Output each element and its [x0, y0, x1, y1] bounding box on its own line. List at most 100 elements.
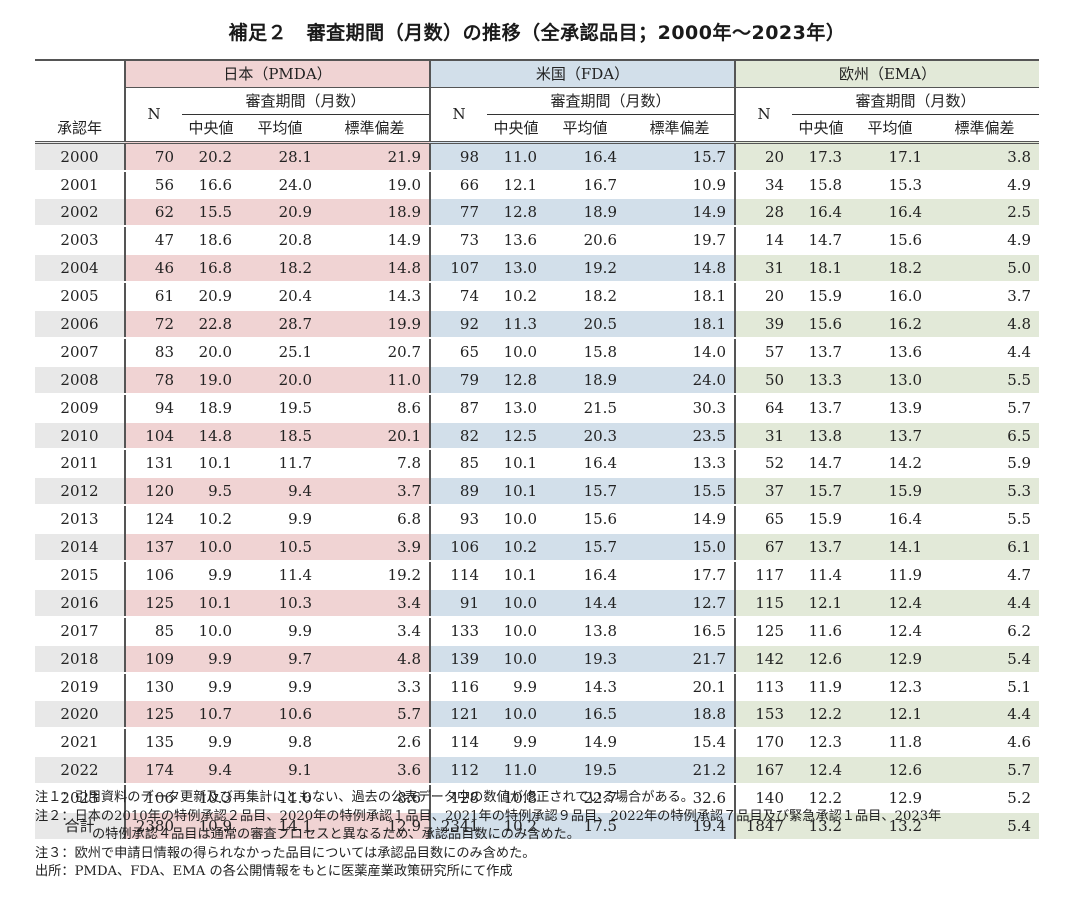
median-cell-japan: 10.7: [182, 699, 240, 730]
n-cell-us: 74: [429, 282, 487, 311]
median-cell-eu: 13.3: [792, 364, 851, 395]
sd-cell-eu: 3.7: [1007, 287, 1032, 306]
sd-cell-eu: 4.9: [1007, 175, 1032, 194]
table-row: 2007 83 20.0 25.1 20.7 65 10.0 15.8 14.0 57 13.7 13…: [35, 337, 1039, 366]
period-header-eu: 審査期間（月数）: [792, 86, 1040, 115]
sd-cell-us: 21.7: [625, 643, 736, 674]
median-cell-japan: 9.9: [182, 643, 240, 674]
year-cell: 2020: [35, 699, 125, 730]
mean-cell-eu: 15.9: [850, 476, 931, 507]
median-cell-us: 10.1: [487, 476, 545, 507]
year-cell: 2008: [35, 364, 125, 395]
n-cell-eu: 170: [734, 728, 793, 757]
n-cell-eu: 31: [734, 420, 793, 451]
median-cell-eu: 13.7: [808, 342, 843, 361]
median-cell-japan: 16.8: [182, 253, 240, 284]
mean-cell-us: 16.4: [583, 454, 617, 473]
page-title: 補足２ 審査期間（月数）の推移（全承認品目；2000年～2023年）: [228, 22, 846, 44]
median-cell-eu: 12.4: [792, 755, 851, 786]
year-cell: 2012: [35, 476, 125, 507]
mean-cell-eu: 16.0: [888, 287, 923, 306]
n-cell-us: 91: [429, 587, 487, 618]
n-cell-japan: 47: [124, 226, 182, 255]
review-period-table: 承認年 日本（PMDA） 米国（FDA） 欧州（EMA） N 審査期間（月数） …: [35, 58, 1040, 841]
year-cell: 2013: [60, 510, 99, 529]
n-cell-japan: 62: [124, 197, 182, 228]
mean-cell-japan: 11.7: [278, 454, 312, 473]
sd-cell-us: 12.7: [625, 587, 736, 618]
sd-cell-eu: 4.4: [1007, 342, 1032, 361]
n-cell-japan: 135: [124, 728, 182, 757]
table-row: 2013 124 10.2 9.9 6.8 93 10.0 15.6 14.9 65 15.9 16.…: [35, 505, 1039, 534]
median-cell-japan: 10.0: [182, 532, 240, 563]
sd-cell-eu: 5.5: [1007, 510, 1032, 529]
n-cell-eu: 52: [734, 449, 793, 478]
year-cell: 2011: [60, 454, 99, 473]
median-cell-eu: 14.7: [808, 231, 843, 250]
n-cell-us: 114: [429, 728, 487, 757]
sd-cell-japan: 3.3: [397, 677, 421, 696]
sd-cell-japan: 5.7: [320, 699, 430, 730]
median-cell-eu: 12.1: [792, 587, 851, 618]
mean-cell-us: 16.5: [545, 699, 625, 730]
mean-cell-eu: 13.0: [850, 364, 931, 395]
sd-cell-us: 17.7: [692, 565, 727, 584]
sd-cell-us: 21.2: [625, 755, 736, 786]
mean-cell-japan: 20.0: [240, 364, 320, 395]
mean-cell-eu: 13.6: [888, 342, 923, 361]
mean-cell-eu: 16.4: [850, 197, 931, 228]
median-cell-eu: 13.2: [792, 811, 851, 841]
mean-cell-us: 19.3: [545, 643, 625, 674]
median-cell-japan: 9.4: [182, 755, 240, 786]
median-cell-japan: 18.6: [198, 231, 232, 250]
median-cell-japan: 22.8: [182, 309, 240, 339]
year-column-header: 承認年: [35, 58, 125, 144]
table-row: 2016 125 10.1 10.3 3.4 91 10.0 14.4 12.7 115 12.1 1…: [35, 587, 1040, 618]
median-cell-eu: 12.3: [808, 733, 843, 752]
n-cell-us: 139: [429, 643, 487, 674]
year-cell: 2017: [60, 621, 99, 640]
sd-cell-japan: 20.7: [387, 342, 421, 361]
sd-cell-us: 30.3: [692, 398, 727, 417]
median-cell-eu: 13.7: [808, 398, 843, 417]
mean-cell-japan: 9.8: [288, 733, 312, 752]
median-cell-japan: 14.8: [182, 420, 240, 451]
n-cell-eu: 67: [734, 532, 793, 563]
n-cell-eu: 1847: [734, 811, 793, 841]
mean-cell-us: 20.5: [545, 309, 625, 339]
period-header-japan: 審査期間（月数）: [182, 86, 430, 115]
n-cell-us: 116: [429, 672, 487, 701]
mean-cell-japan: 18.2: [240, 253, 320, 284]
mean-cell-eu: 13.7: [850, 420, 931, 451]
n-cell-eu: 115: [734, 587, 793, 618]
median-header-us: 中央値: [487, 114, 545, 144]
n-cell-eu: 50: [734, 364, 793, 395]
n-cell-japan: 124: [124, 505, 182, 534]
median-cell-us: 11.0: [487, 141, 545, 172]
n-cell-us: 106: [429, 532, 487, 563]
mean-cell-eu: 17.1: [850, 141, 931, 172]
median-cell-us: 12.1: [503, 175, 537, 194]
n-cell-japan: 131: [124, 449, 182, 478]
sd-cell-eu: 4.7: [1007, 565, 1032, 584]
mean-cell-japan: 25.1: [278, 342, 312, 361]
mean-cell-japan: 9.9: [288, 621, 312, 640]
mean-cell-eu: 16.2: [850, 309, 931, 339]
n-cell-us: 98: [429, 141, 487, 172]
sd-cell-us: 16.5: [692, 621, 727, 640]
sd-cell-japan: 14.9: [387, 231, 421, 250]
sd-cell-japan: 14.8: [320, 253, 430, 284]
footnotes: 注１： 引用資料のデータ更新及び再集計にともない、過去の公表データ中の数値が修正さ…: [35, 789, 1045, 882]
sd-cell-eu: 4.4: [930, 587, 1040, 618]
mean-cell-eu: 12.4: [850, 587, 931, 618]
mean-cell-japan: 10.5: [240, 532, 320, 563]
n-cell-us: 2341: [429, 811, 487, 841]
sd-cell-japan: 7.8: [397, 454, 421, 473]
sd-cell-eu: 5.7: [930, 755, 1040, 786]
mean-cell-us: 19.5: [545, 755, 625, 786]
sd-cell-us: 15.5: [625, 476, 736, 507]
n-cell-japan: 85: [124, 616, 182, 645]
table-row: 2014 137 10.0 10.5 3.9 106 10.2 15.7 15.0 67 13.7 1…: [35, 532, 1040, 563]
footnote-line: 注２： 日本の2010年の特例承認２品目、2020年の特例承認１品目、2021年の…: [35, 808, 1045, 827]
sd-cell-eu: 5.3: [930, 476, 1040, 507]
